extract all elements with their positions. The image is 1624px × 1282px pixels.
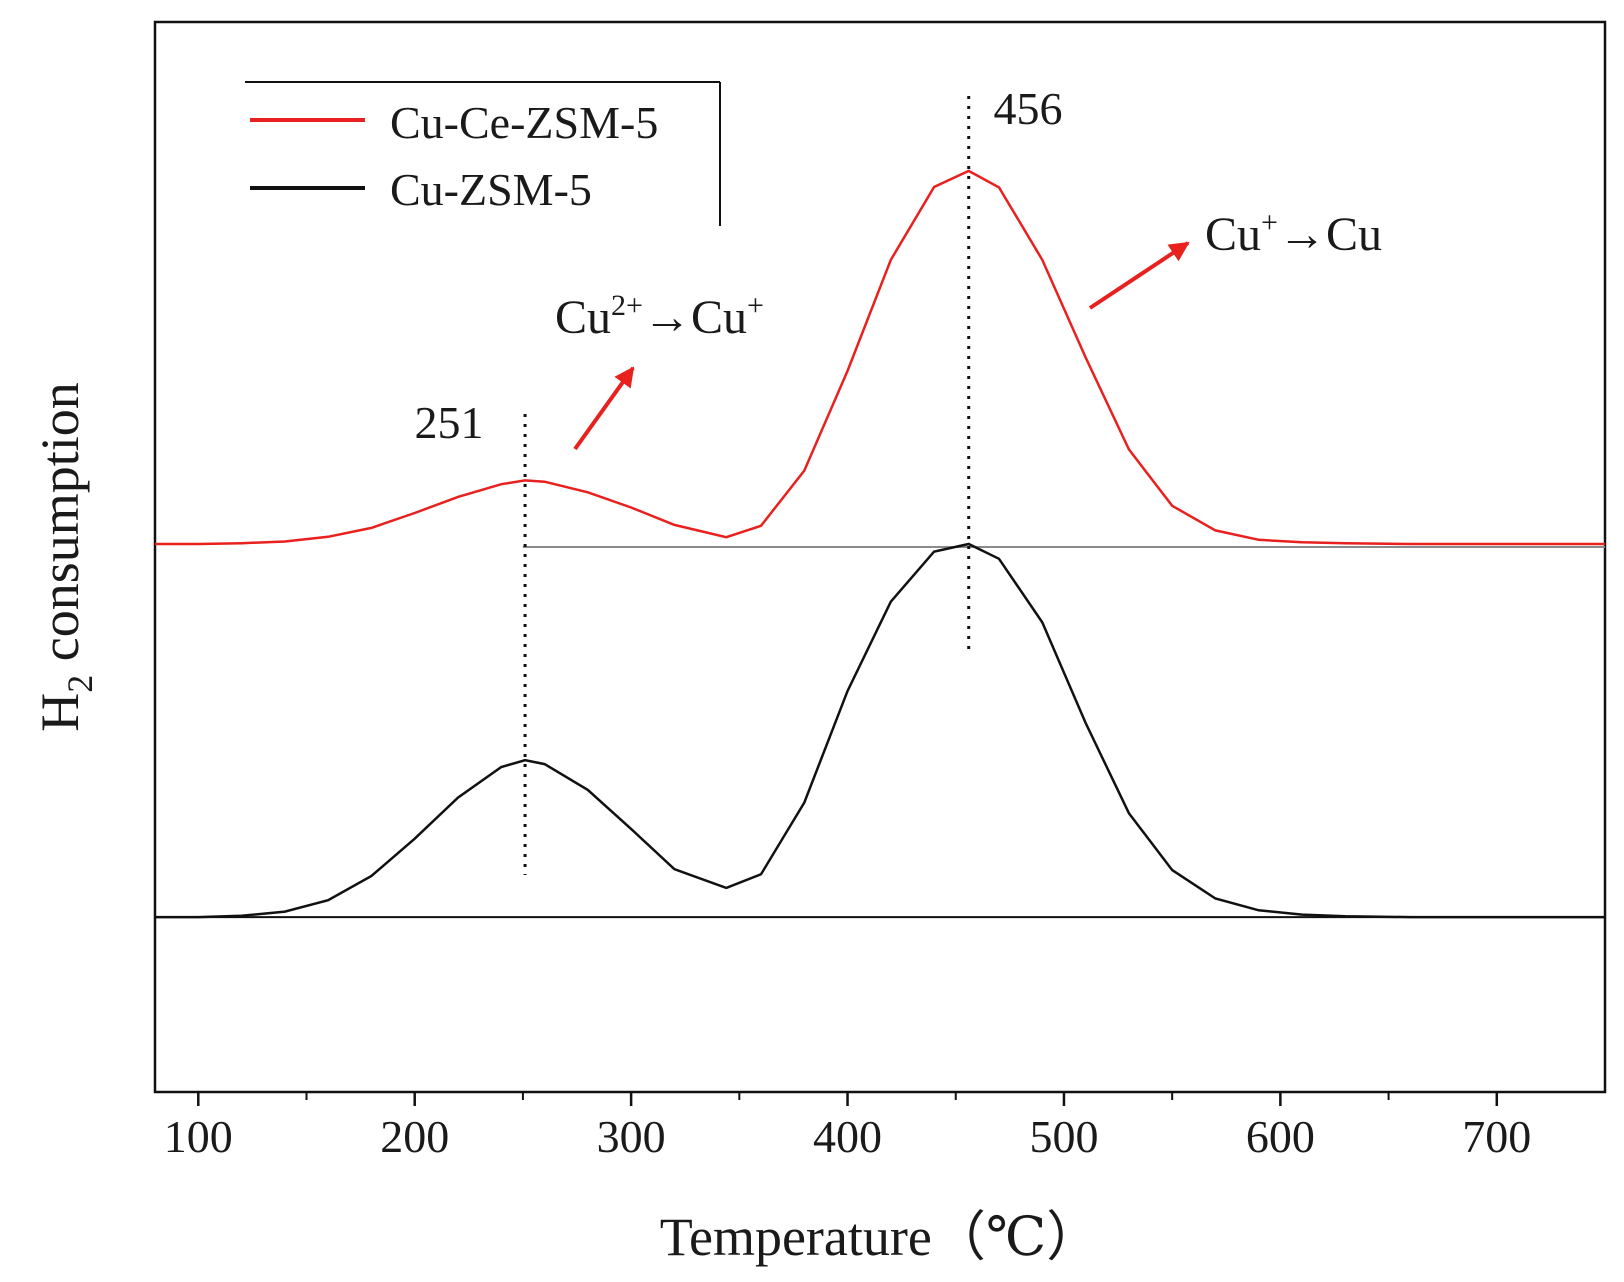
y-axis-title: H2 consumption — [30, 382, 100, 732]
x-tick-label-200: 200 — [380, 1111, 449, 1162]
x-tick-label-700: 700 — [1462, 1111, 1531, 1162]
cu-ce-zsm5-curve — [155, 169, 1605, 546]
cu-zsm5-curve — [155, 542, 1605, 919]
annotation-cu1-to-cu: Cu+→Cu — [1205, 206, 1382, 261]
legend-label-cu-zsm5: Cu-ZSM-5 — [390, 164, 592, 215]
x-tick-label-100: 100 — [164, 1111, 233, 1162]
x-tick-label-400: 400 — [813, 1111, 882, 1162]
peak-label-456: 456 — [994, 83, 1063, 134]
peak-label-251: 251 — [415, 397, 484, 448]
x-axis-title: Temperature（℃） — [660, 1207, 1100, 1267]
annotation-arrow-cu1-to-cu — [1088, 241, 1190, 310]
x-tick-label-600: 600 — [1246, 1111, 1315, 1162]
x-axis-ticks — [197, 1092, 1499, 1106]
plot-frame — [153, 20, 1607, 1094]
annotation-cu2-to-cu1: Cu2+→Cu+ — [555, 289, 764, 344]
legend-label-cu-ce-zsm5: Cu-Ce-ZSM-5 — [390, 97, 658, 148]
legend: Cu-Ce-ZSM-5 Cu-ZSM-5 — [245, 81, 721, 226]
x-axis-tick-labels: 100 200 300 400 500 600 700 — [164, 1111, 1532, 1162]
x-tick-label-500: 500 — [1029, 1111, 1098, 1162]
x-tick-label-300: 300 — [597, 1111, 666, 1162]
annotation-arrow-cu2-to-cu1 — [573, 366, 635, 451]
